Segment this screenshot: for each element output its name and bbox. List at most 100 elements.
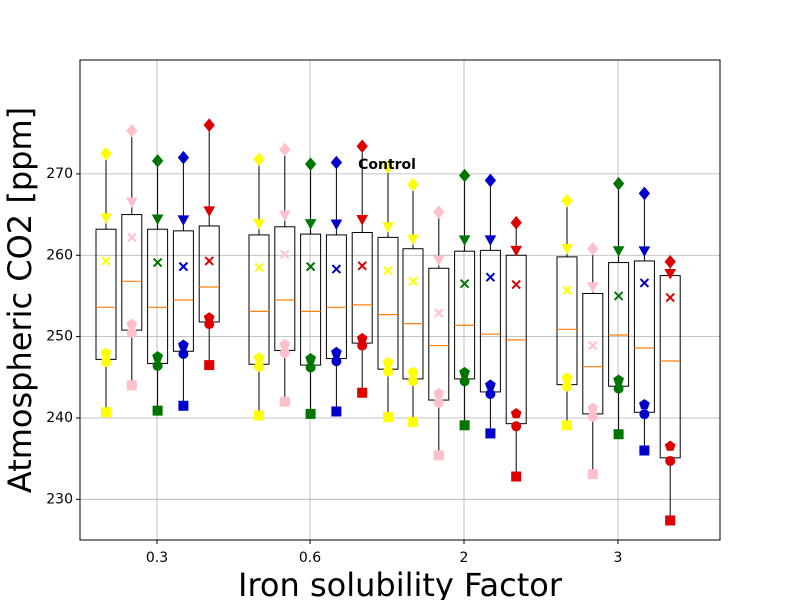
low-marker [639, 409, 650, 420]
x-axis-title: Iron solubility Factor [238, 566, 563, 600]
upper-marker [432, 255, 445, 266]
lower-quartile-marker [561, 372, 573, 383]
lower-quartile-marker [587, 402, 599, 413]
upper-marker [561, 243, 573, 255]
mean-marker [127, 232, 137, 243]
mean-marker [639, 278, 650, 288]
min-marker [433, 450, 444, 461]
box [582, 292, 604, 415]
upper-marker [278, 210, 291, 222]
low-marker [562, 381, 572, 392]
upper-marker [458, 235, 471, 246]
box-layer [95, 124, 681, 521]
lower-quartile-marker [382, 356, 394, 368]
low-marker [485, 389, 496, 400]
upper-marker [151, 214, 164, 225]
max-marker [510, 215, 522, 230]
lower-quartile-marker [152, 351, 163, 362]
upper-marker [330, 219, 343, 231]
box [402, 248, 424, 380]
min-marker [254, 410, 264, 421]
low-marker [152, 360, 163, 371]
max-marker [433, 205, 445, 219]
upper-marker [177, 215, 190, 226]
mean-marker [434, 308, 444, 318]
x-tick-label: 0.3 [146, 550, 168, 566]
max-marker [126, 123, 138, 138]
axis-layer: 230 240 250 260 270 0.3 0.6 2 3 [46, 166, 622, 566]
box [479, 249, 501, 393]
x-tick-label: 0.6 [299, 550, 321, 566]
mean-marker [331, 264, 342, 274]
lower-quartile-marker [178, 339, 189, 350]
mean-marker [665, 292, 675, 303]
upper-marker [125, 197, 138, 209]
low-marker [279, 348, 290, 359]
upper-marker [664, 269, 677, 280]
max-marker [304, 157, 317, 171]
low-marker [126, 327, 137, 338]
max-marker [253, 152, 265, 167]
lower-quartile-marker [613, 374, 624, 385]
lower-quartile-marker [459, 366, 470, 377]
min-marker [511, 471, 522, 482]
min-marker [357, 387, 368, 398]
box [325, 234, 347, 360]
low-marker [178, 348, 189, 359]
upper-marker [253, 219, 265, 230]
control-annotation: Control [358, 157, 416, 173]
max-marker [203, 118, 215, 132]
min-marker [665, 515, 676, 526]
box [556, 256, 578, 386]
max-marker [587, 241, 599, 256]
low-marker [254, 361, 264, 372]
lower-quartile-marker [639, 398, 650, 410]
max-marker [279, 142, 291, 157]
box [274, 226, 296, 351]
low-marker [665, 455, 676, 466]
lower-quartile-marker [305, 352, 316, 364]
x-tick-label: 2 [460, 550, 469, 566]
max-marker [664, 254, 676, 269]
mean-marker [613, 291, 624, 301]
upper-marker [407, 234, 419, 246]
box [147, 228, 169, 364]
min-marker [126, 380, 137, 391]
mean-marker [485, 272, 496, 282]
x-tick-label: 3 [614, 550, 623, 566]
low-marker [357, 340, 368, 351]
plot-area-frame [79, 59, 721, 541]
max-marker [151, 154, 164, 168]
y-axis-title: Atmospheric CO2 [ppm] [1, 107, 39, 493]
box [248, 234, 270, 365]
grid-layer [80, 60, 720, 540]
lower-quartile-marker [126, 318, 138, 329]
max-marker [638, 186, 651, 201]
low-marker [587, 411, 598, 422]
mean-marker [254, 262, 264, 273]
mean-marker [204, 256, 214, 266]
lower-quartile-marker [100, 347, 112, 358]
mean-marker [357, 261, 367, 271]
upper-marker [638, 246, 651, 257]
mean-marker [178, 261, 189, 272]
upper-marker [612, 246, 625, 257]
lower-quartile-marker [433, 387, 445, 399]
max-marker [100, 146, 112, 161]
low-marker [305, 362, 316, 373]
box [659, 275, 681, 459]
y-tick-label: 270 [46, 166, 73, 182]
lower-quartile-marker [253, 352, 265, 363]
min-marker [331, 406, 342, 417]
max-marker [356, 139, 368, 154]
max-marker [177, 150, 190, 165]
box [377, 236, 399, 370]
mean-marker [562, 285, 572, 295]
y-tick-label: 260 [46, 247, 73, 263]
box [172, 230, 194, 352]
max-marker [382, 159, 394, 174]
low-marker [331, 356, 342, 367]
mean-marker [511, 279, 521, 290]
min-marker [152, 405, 163, 416]
